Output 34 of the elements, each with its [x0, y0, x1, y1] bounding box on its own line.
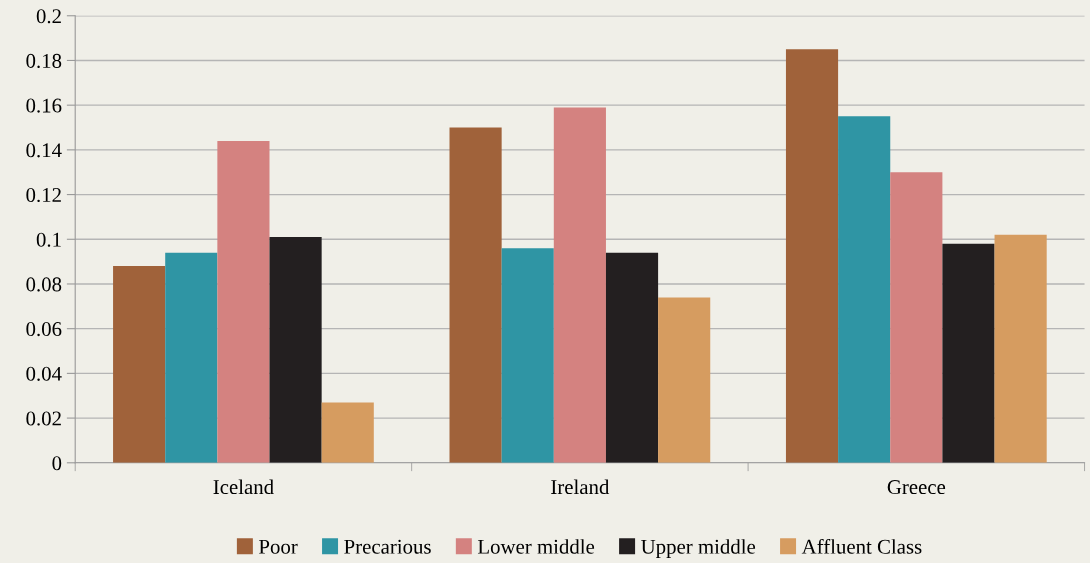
- y-tick-label: 0.06: [26, 322, 62, 337]
- bar: [605, 252, 659, 463]
- y-tick-label: 0.1: [36, 232, 61, 247]
- legend-label: Precarious: [344, 539, 431, 554]
- legend-label: Upper middle: [641, 539, 756, 559]
- bar: [658, 297, 711, 463]
- bar: [269, 237, 322, 463]
- bar: [994, 234, 1047, 463]
- y-tick-label: 0: [52, 456, 62, 471]
- y-tick-label: 0.04: [26, 366, 62, 381]
- y-tick-label: 0.08: [26, 277, 62, 292]
- y-tick-label: 0.2: [36, 9, 61, 24]
- y-tick-label: 0.12: [26, 187, 61, 203]
- y-tick-label: 0.16: [26, 98, 62, 113]
- bar: [553, 107, 606, 463]
- y-tick-label: 0.14: [26, 143, 62, 158]
- y-tick-label: 0.18: [26, 53, 62, 68]
- bar: [113, 266, 166, 463]
- bar: [785, 49, 839, 463]
- legend-label: Lower middle: [477, 539, 595, 554]
- bar: [321, 402, 374, 463]
- x-tick-label: Ireland: [551, 479, 610, 495]
- x-tick-label: Greece: [887, 480, 946, 495]
- bar: [942, 243, 995, 463]
- legend-label: Affluent Class: [801, 538, 922, 554]
- x-tick-label: Iceland: [213, 479, 274, 495]
- bar: [890, 172, 943, 463]
- bar: [838, 116, 891, 463]
- bar: [165, 252, 218, 463]
- y-tick-label: 0.02: [26, 411, 61, 426]
- legend-label: Poor: [259, 539, 298, 554]
- bar: [217, 140, 270, 463]
- bar: [449, 127, 502, 463]
- bar: [501, 248, 554, 463]
